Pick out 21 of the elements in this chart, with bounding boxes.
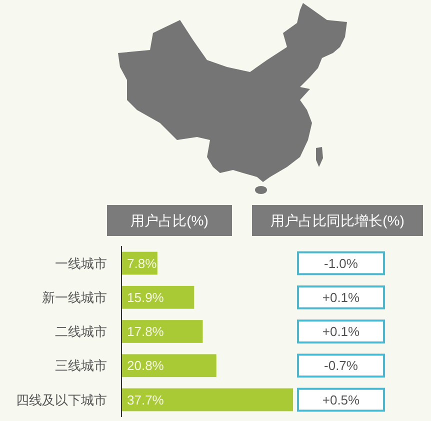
- chart-title: 用户占比(%): [130, 212, 208, 228]
- data-label: +0.1%: [322, 324, 360, 340]
- bar: [122, 388, 293, 412]
- data-label: 37.7%: [127, 392, 164, 408]
- bar: [122, 286, 194, 309]
- data-label: 17.8%: [127, 324, 164, 340]
- data-label: +0.5%: [322, 392, 360, 408]
- data-label: -0.7%: [324, 358, 358, 374]
- data-label: 7.8%: [127, 256, 158, 271]
- bar: [122, 354, 216, 378]
- y-tick-label: 三线城市: [55, 358, 107, 374]
- data-label: 15.9%: [127, 290, 164, 305]
- y-tick-label: 四线及以下城市: [16, 392, 107, 408]
- text: 用户占比同比增长(%): [270, 212, 404, 228]
- data-label: -1.0%: [324, 256, 358, 271]
- data-label: +0.1%: [322, 290, 360, 305]
- bar: [122, 320, 203, 343]
- y-tick-label: 新一线城市: [42, 290, 107, 305]
- y-tick-label: 一线城市: [55, 256, 107, 271]
- data-label: 20.8%: [127, 358, 164, 374]
- y-tick-label: 二线城市: [55, 324, 107, 340]
